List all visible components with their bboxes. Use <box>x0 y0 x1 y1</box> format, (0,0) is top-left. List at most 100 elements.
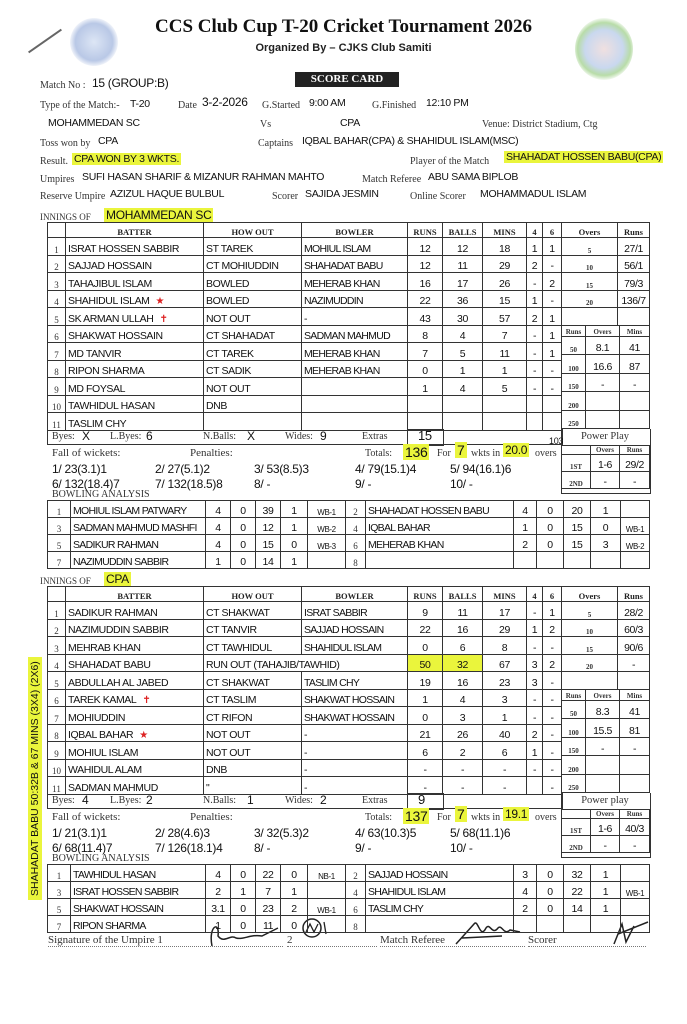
bowler-name: MEHERAB KHAN <box>365 534 514 552</box>
runs-conceded: 39 <box>255 500 281 518</box>
powerplay-label: 2ND <box>561 471 591 489</box>
empty <box>617 307 650 326</box>
bowler-name: SHAHADAT HOSSEN BABU <box>365 500 514 518</box>
fall-of-wicket: 3/ 53(8.5)3 <box>254 462 309 476</box>
fours: - <box>526 758 543 777</box>
balls: 6 <box>442 636 483 655</box>
extras-bowled: WB-3 <box>307 534 346 552</box>
progress-over: 20 <box>561 289 618 308</box>
bowler: TASLIM CHY <box>301 671 408 690</box>
batter-name: ISRAT HOSSEN SABBIR <box>65 237 204 256</box>
runs: 6 <box>407 741 443 760</box>
batter-no: 4 <box>47 289 66 308</box>
batting-row: 9 MD FOYSAL NOT OUT 1 4 5- - <box>47 377 562 396</box>
fall-of-wickets-label: Fall of wickets: <box>52 811 121 823</box>
bowler-name: TASLIM CHY <box>365 898 514 916</box>
progress-score: 79/3 <box>617 272 650 291</box>
overs: 1 <box>513 517 537 535</box>
byes-value: 4 <box>82 793 89 807</box>
bowling-row: 5 SHAKWAT HOSSAIN 3.1 0 23 2 WB-1 6 TASLIM CHY 2 0… <box>47 898 650 916</box>
fours: 2 <box>526 307 543 326</box>
milestone-runs: 50 <box>561 699 586 719</box>
powerplay-overs: 1-6 <box>590 454 620 472</box>
bowler: ISRAT SABBIR <box>301 601 408 620</box>
fours: - <box>526 601 543 620</box>
header-runs: RUNS <box>407 586 443 602</box>
fall-of-wicket: 3/ 32(5.3)2 <box>254 826 309 840</box>
balls: 36 <box>442 289 483 308</box>
how-out: CT SHAKWAT <box>203 671 302 690</box>
match-type-label: Type of the Match:- <box>40 100 120 111</box>
wickets: 1 <box>590 500 621 518</box>
batter-name: SADIKUR RAHMAN <box>65 601 204 620</box>
batting-row: 8 RIPON SHARMA CT SADIK MEHERAB KHAN 0 1 1- - <box>47 359 562 378</box>
header-runs: Runs <box>561 688 586 701</box>
fall-of-wicket: 6/ 132(18.4)7 <box>52 477 120 491</box>
extras-bowled: WB-2 <box>307 517 346 535</box>
how-out: BOWLED <box>203 272 302 291</box>
overs <box>513 915 537 933</box>
batter-no: 6 <box>47 688 66 707</box>
batter-no: 8 <box>47 723 66 742</box>
leg-byes-label: L.Byes: <box>110 431 142 442</box>
fall-of-wicket: 9/ - <box>355 477 372 491</box>
mins: - <box>482 758 527 777</box>
milestone-runs: 100 <box>561 354 586 374</box>
fours: 1 <box>526 289 543 308</box>
bowler-no: 6 <box>345 534 366 552</box>
fall-of-wicket: 7/ 126(18.1)4 <box>155 841 223 855</box>
bowler-no: 6 <box>345 898 366 916</box>
milestone-header-row: Runs Overs Mins <box>561 324 650 337</box>
mins: 67 <box>482 653 527 672</box>
bowler: MOHIUL ISLAM <box>301 237 408 256</box>
milestone-runs: 250 <box>561 773 586 793</box>
batter-name: ABDULLAH AL JABED <box>65 671 204 690</box>
milestone-overs <box>585 773 620 793</box>
milestone-row: 200 <box>561 391 650 411</box>
wides-value: 2 <box>320 793 327 807</box>
bowler-no: 4 <box>345 517 366 535</box>
progress-spacer <box>561 671 650 690</box>
batter-no: 3 <box>47 636 66 655</box>
mins: 29 <box>482 618 527 637</box>
bowling-analysis-label: BOWLING ANALYSIS <box>52 489 150 500</box>
captain-mark-icon: ★ <box>155 296 165 307</box>
wides-value: 9 <box>320 429 327 443</box>
fall-of-wickets-label: Fall of wickets: <box>52 447 121 459</box>
fall-of-wicket: 1/ 23(3.1)1 <box>52 462 107 476</box>
runs: - <box>407 776 443 795</box>
maidens: 0 <box>230 517 256 535</box>
header-6: 6 <box>542 586 562 602</box>
fall-of-wicket: 9/ - <box>355 841 372 855</box>
runs-conceded: 15 <box>563 534 591 552</box>
powerplay-table: Overs Runs 1ST 1-6 40/3 2ND - - <box>561 809 650 853</box>
innings-of-label: INNINGS OF <box>40 576 91 586</box>
header-overs: Overs <box>590 809 620 819</box>
balls: - <box>442 776 483 795</box>
fours: 1 <box>526 618 543 637</box>
milestone-row: 50 8.1 41 <box>561 335 650 355</box>
batting-table: BATTER HOW OUT BOWLER RUNS BALLS MINS 4 6 1 SADIK… <box>47 586 562 795</box>
sixes: - <box>542 254 562 273</box>
side-note: SHAHADAT BABU 50:32B & 67 MINS (3X4) (2X… <box>28 657 42 900</box>
wides-label: Wides: <box>285 795 313 806</box>
progress-row: 5 28/2 <box>561 601 650 620</box>
batter-no: 1 <box>47 601 66 620</box>
totals-label: Totals: <box>365 448 393 459</box>
leg-byes-label: L.Byes: <box>110 795 142 806</box>
extras-bowled <box>620 864 650 882</box>
batting-row: 2 SAJJAD HOSSAIN CT MOHIUDDIN SHAHADAT BABU… <box>47 254 562 273</box>
batter-name: RIPON SHARMA <box>65 359 204 378</box>
how-out: CT TAREK <box>203 342 302 361</box>
milestone-runs: 200 <box>561 391 586 411</box>
wicketkeeper-mark-icon: ✝ <box>159 313 168 325</box>
penalties-label: Penalties: <box>190 447 233 459</box>
fours: 2 <box>526 254 543 273</box>
bowling-table: 1 TAWHIDUL HASAN 4 0 22 0 NB-1 2 SAJJAD HOSSAIN 3… <box>47 864 650 933</box>
fours: - <box>526 324 543 343</box>
powerplay-runs: - <box>619 471 650 489</box>
batter-name: SHAHIDUL ISLAM ★ <box>65 289 204 308</box>
progress-over: 15 <box>561 636 618 655</box>
how-out: RUN OUT (TAHAJIB/TAWHID) <box>203 653 340 672</box>
balls: 5 <box>442 342 483 361</box>
